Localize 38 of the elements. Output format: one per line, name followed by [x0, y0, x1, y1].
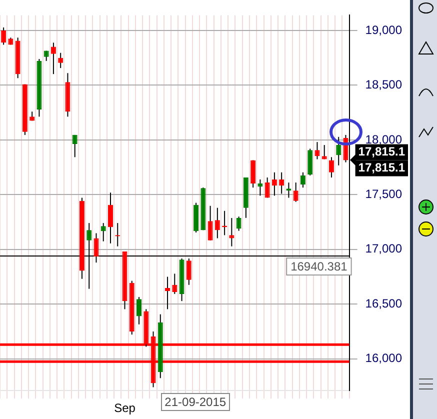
ref-line-label: 16940.381	[290, 259, 348, 274]
candlestick	[72, 134, 78, 158]
candlestick	[236, 216, 242, 232]
y-tick-label: 16,500	[365, 296, 402, 310]
candlestick	[100, 222, 106, 242]
text: 21-09-2015	[160, 392, 230, 411]
candlestick	[1, 26, 6, 46]
candlestick	[214, 207, 220, 239]
candlestick	[308, 148, 313, 176]
candlestick	[336, 136, 342, 166]
text: 17,815.1	[358, 144, 406, 159]
y-tick-label: 18,500	[365, 78, 402, 92]
candlestick	[136, 296, 142, 325]
candlestick	[172, 273, 178, 294]
candlestick	[165, 276, 170, 310]
text: 17,815.1	[358, 160, 406, 175]
candlestick	[258, 178, 263, 196]
candlestick	[208, 205, 213, 241]
candlestick	[279, 172, 284, 194]
candlestick	[58, 52, 64, 69]
y-tick-label: 19,000	[365, 22, 402, 37]
candlestick	[264, 177, 270, 198]
candlestick	[229, 218, 234, 247]
y-tick-label: 18,000	[365, 132, 402, 146]
candlestick	[50, 42, 56, 75]
candlestick	[186, 258, 192, 286]
candlestick	[108, 192, 113, 244]
candlestick	[300, 172, 306, 188]
y-tick-label: 17,000	[365, 242, 402, 256]
candlestick	[322, 144, 327, 160]
candlestick	[272, 172, 277, 196]
y-tick-label: 17,500	[365, 187, 402, 202]
candlestick	[328, 156, 334, 178]
candlestick	[293, 182, 298, 202]
y-tick-label: 16,000	[365, 351, 402, 366]
x-tick-label: Sep	[114, 401, 136, 416]
candlestick	[314, 142, 320, 160]
candlestick	[250, 160, 256, 188]
